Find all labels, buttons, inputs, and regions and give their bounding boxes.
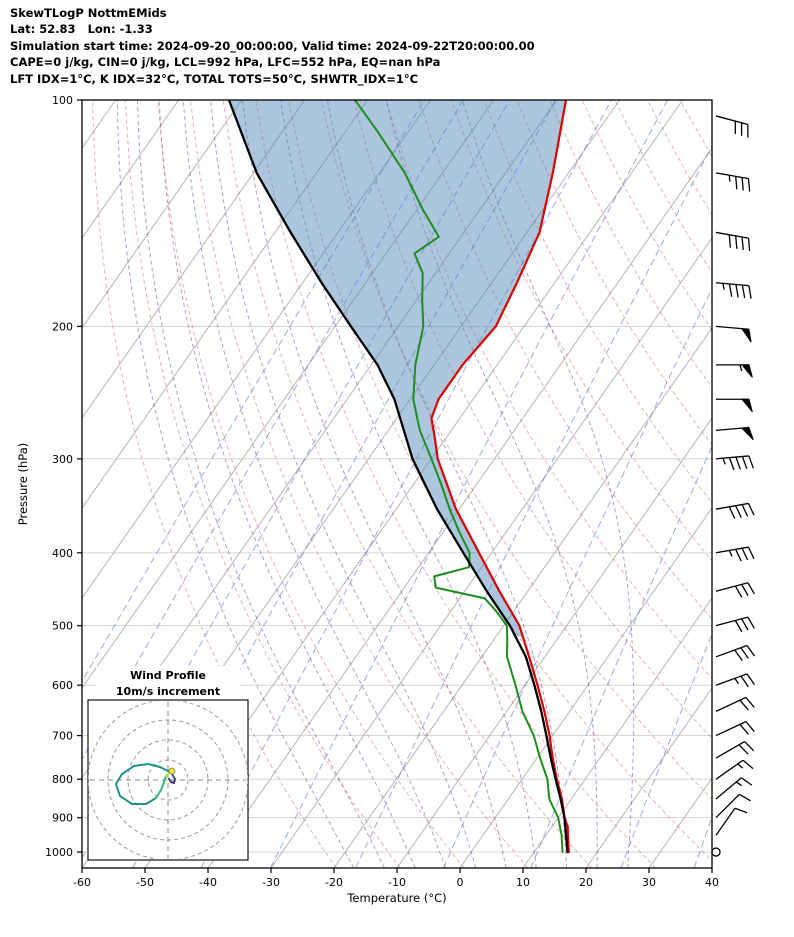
temperature-tick-label: 20 bbox=[579, 876, 593, 889]
dry-adiabat-group bbox=[92, 100, 712, 868]
temperature-tick-label: -40 bbox=[199, 876, 217, 889]
temperature-tick-label: -60 bbox=[73, 876, 91, 889]
temperature-tick-label: -10 bbox=[388, 876, 406, 889]
pressure-tick-label: 100 bbox=[52, 94, 73, 107]
pressure-tick-label: 700 bbox=[52, 730, 73, 743]
dewpoint-profile bbox=[354, 100, 564, 854]
temperature-profile bbox=[430, 100, 570, 854]
hodograph-trace-segment bbox=[168, 778, 176, 784]
pressure-tick-label: 900 bbox=[52, 812, 73, 825]
hodograph-trace-segment bbox=[155, 775, 167, 799]
hodograph-title: Wind Profile bbox=[130, 669, 206, 682]
location-line: Lat: 52.83 Lon: -1.33 bbox=[10, 22, 153, 37]
pressure-tick-label: 500 bbox=[52, 620, 73, 633]
pressure-tick-label: 800 bbox=[52, 773, 73, 786]
pressure-tick-label: 600 bbox=[52, 679, 73, 692]
hodograph-top-marker bbox=[168, 767, 176, 775]
hodograph-rings bbox=[88, 701, 248, 859]
temperature-tick-label: -20 bbox=[325, 876, 343, 889]
hodograph-trace-segment bbox=[115, 763, 169, 805]
temperature-tick-label: 30 bbox=[642, 876, 656, 889]
calm-wind-barb bbox=[711, 847, 721, 857]
hodograph-subtitle: 10m/s increment bbox=[116, 685, 220, 698]
pressure-tick-label: 300 bbox=[52, 453, 73, 466]
temperature-tick-label: -50 bbox=[136, 876, 154, 889]
moist-adiabat-group bbox=[116, 100, 635, 868]
y-axis-label: Pressure (hPa) bbox=[16, 443, 30, 526]
indices-line-2: LFT IDX=1°C, K IDX=32°C, TOTAL TOTS=50°C… bbox=[10, 71, 419, 86]
temperature-tick-label: -30 bbox=[262, 876, 280, 889]
isotherm-group bbox=[82, 100, 712, 868]
times-line: Simulation start time: 2024-09-20_00:00:… bbox=[10, 38, 535, 53]
temperature-tick-label: 40 bbox=[705, 876, 719, 889]
hodograph-inset: Wind Profile 10m/s increment bbox=[87, 666, 249, 861]
pressure-tick-label: 1000 bbox=[45, 846, 73, 859]
temperature-tick-label: 10 bbox=[516, 876, 530, 889]
page-title: SkewTLogP NottmEMids bbox=[10, 6, 167, 20]
pressure-tick-label: 200 bbox=[52, 320, 73, 333]
pressure-tick-label: 400 bbox=[52, 547, 73, 560]
parcel-profile bbox=[227, 100, 569, 854]
x-axis-label: Temperature (°C) bbox=[346, 891, 446, 905]
header-block: SkewTLogP NottmEMids Lat: 52.83 Lon: -1.… bbox=[10, 5, 535, 87]
indices-line-1: CAPE=0 j/kg, CIN=0 j/kg, LCL=992 hPa, LF… bbox=[10, 55, 441, 70]
cape-shading bbox=[229, 100, 566, 637]
wind-barbs-group bbox=[711, 115, 755, 857]
temperature-tick-label: 0 bbox=[457, 876, 464, 889]
